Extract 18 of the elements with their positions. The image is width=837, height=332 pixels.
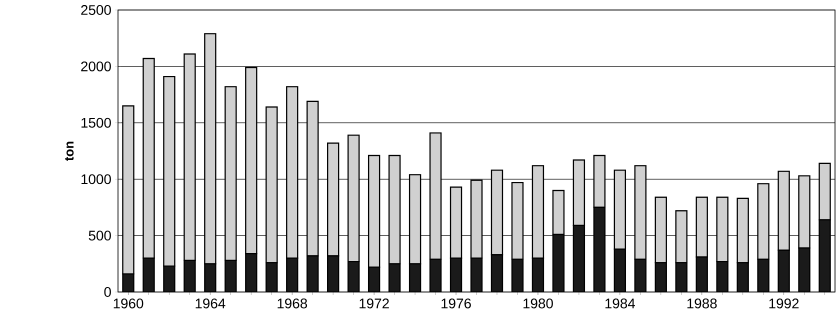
x-tick-label: 1976 [442,298,471,308]
bar [675,210,688,264]
x-tick-label: 1960 [114,298,144,308]
y-tick-label: 0 [104,287,111,297]
y-tick-label: 2500 [81,5,111,15]
y-tick-label: 2000 [81,61,111,72]
y-axis-title: ton [65,142,74,161]
x-tick-label: 1992 [769,298,799,308]
y-tick-label: 1500 [82,118,111,128]
bar [593,206,606,292]
x-tick-label: 1984 [605,298,636,308]
x-tick-label: 1968 [278,298,308,308]
x-tick-label: 1980 [524,298,553,308]
x-tick-label: 1972 [360,298,389,308]
x-tick-label: 1988 [687,298,717,308]
y-tick-label: 500 [88,230,111,241]
x-tick-label: 1964 [196,298,226,308]
y-tick-label: 1000 [82,174,111,184]
